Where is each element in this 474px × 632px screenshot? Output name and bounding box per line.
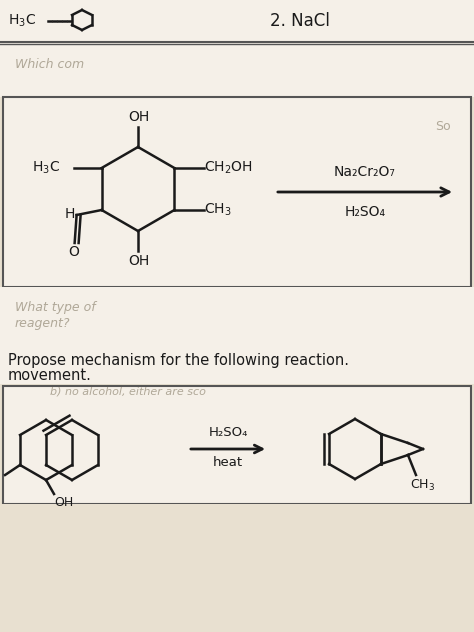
- Text: OH: OH: [128, 110, 149, 124]
- Text: 2. NaCl: 2. NaCl: [270, 12, 330, 30]
- Text: movement.: movement.: [8, 368, 92, 384]
- FancyBboxPatch shape: [0, 287, 474, 342]
- FancyBboxPatch shape: [0, 42, 474, 97]
- Text: CH$_2$OH: CH$_2$OH: [204, 160, 253, 176]
- FancyBboxPatch shape: [0, 504, 474, 632]
- Text: b) no alcohol, either are sco: b) no alcohol, either are sco: [50, 387, 206, 397]
- Text: H₂SO₄: H₂SO₄: [345, 205, 385, 219]
- Text: CH$_3$: CH$_3$: [204, 202, 232, 218]
- Text: OH: OH: [54, 497, 73, 509]
- Text: H$_3$C: H$_3$C: [8, 13, 36, 29]
- Text: Which com: Which com: [15, 58, 84, 71]
- Text: H₂SO₄: H₂SO₄: [208, 427, 248, 439]
- Text: reagent?: reagent?: [15, 317, 71, 331]
- Text: CH$_3$: CH$_3$: [410, 477, 435, 492]
- FancyBboxPatch shape: [0, 342, 474, 384]
- FancyBboxPatch shape: [3, 97, 471, 287]
- FancyBboxPatch shape: [0, 0, 474, 42]
- Text: Propose mechanism for the following reaction.: Propose mechanism for the following reac…: [8, 353, 349, 367]
- Text: So: So: [435, 121, 451, 133]
- Text: heat: heat: [213, 456, 243, 470]
- Text: OH: OH: [128, 254, 149, 268]
- Text: Na₂Cr₂O₇: Na₂Cr₂O₇: [334, 165, 396, 179]
- Text: H$_3$C: H$_3$C: [32, 160, 60, 176]
- Text: What type of: What type of: [15, 300, 96, 313]
- Text: O: O: [69, 245, 80, 259]
- FancyBboxPatch shape: [3, 386, 471, 504]
- Text: H: H: [64, 207, 75, 221]
